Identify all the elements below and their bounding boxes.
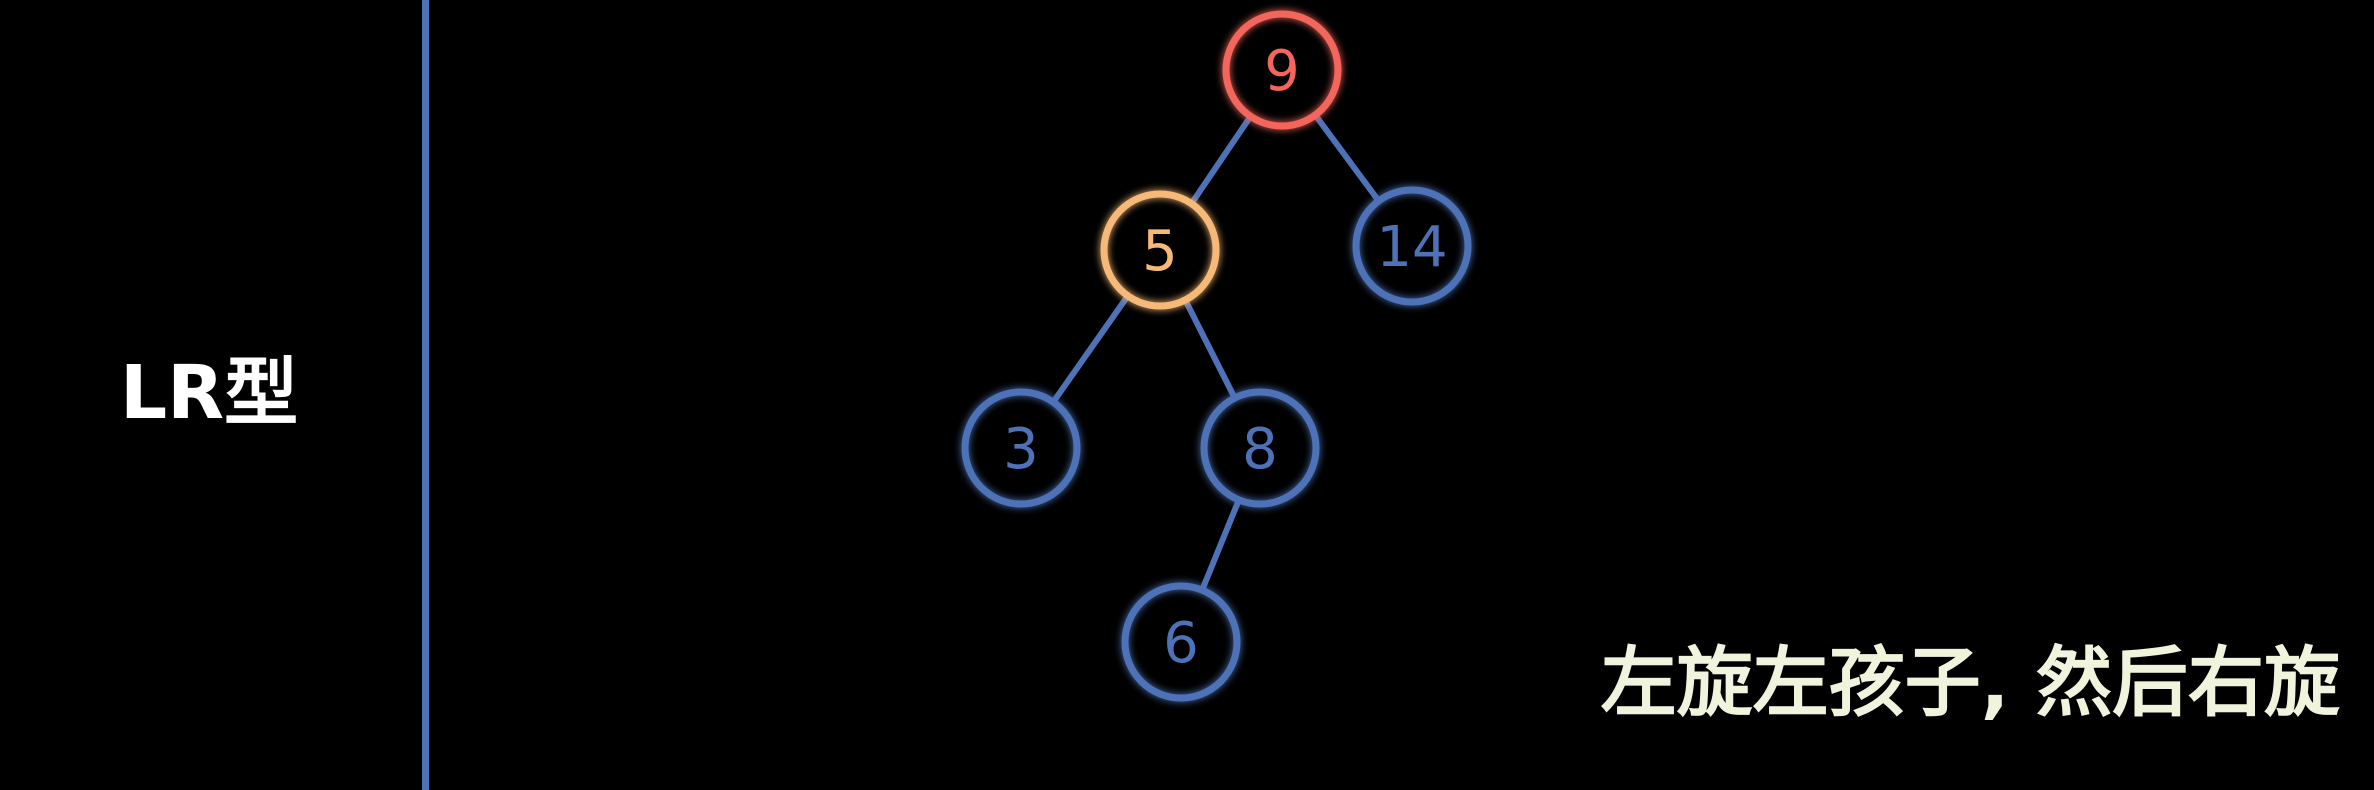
tree-node-3: 3	[961, 388, 1081, 508]
edge-8-6	[1200, 500, 1241, 590]
node-circle	[1121, 582, 1241, 702]
vertical-divider	[422, 0, 429, 790]
rotation-type-label: LR型	[120, 350, 299, 436]
node-label: 6	[1163, 611, 1199, 676]
node-circle	[1200, 388, 1320, 508]
tree-node-6: 6	[1121, 582, 1241, 702]
node-label: 14	[1376, 215, 1447, 280]
edge-5-3	[1052, 296, 1129, 402]
node-label: 9	[1264, 39, 1300, 104]
edge-9-14	[1314, 115, 1380, 201]
tree-node-8: 8	[1200, 388, 1320, 508]
tree-node-14: 14	[1352, 186, 1472, 306]
edge-9-5	[1190, 116, 1252, 204]
rotation-caption: 左旋左孩子, 然后右旋	[1600, 638, 2340, 727]
node-label: 3	[1003, 417, 1039, 482]
tree-edges	[1052, 115, 1380, 590]
node-circle	[1222, 10, 1342, 130]
node-circle	[1352, 186, 1472, 306]
node-label: 8	[1242, 417, 1278, 482]
edge-5-8	[1184, 300, 1236, 398]
node-circle	[961, 388, 1081, 508]
node-label: 5	[1142, 219, 1178, 284]
tree-nodes: 9 5 14 3 8 6	[961, 10, 1472, 702]
node-circle	[1100, 190, 1220, 310]
tree-node-5: 5	[1100, 190, 1220, 310]
tree-node-9: 9	[1222, 10, 1342, 130]
